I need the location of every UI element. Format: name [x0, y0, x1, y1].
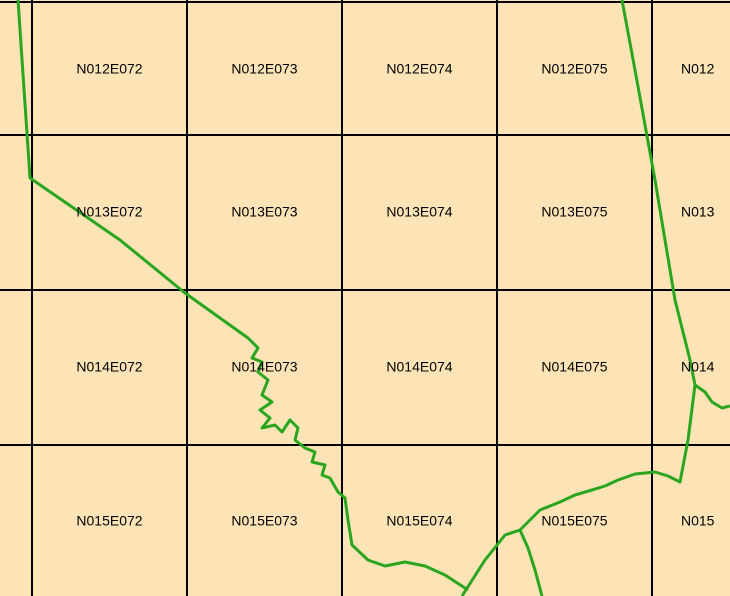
tile-label: N014E072: [76, 359, 142, 375]
tile-label: N015E072: [76, 513, 142, 529]
tile-label: N012E074: [386, 61, 452, 77]
tile-label: N014E073: [231, 359, 297, 375]
tile-label: N014: [681, 359, 715, 375]
tile-label: N014E074: [386, 359, 452, 375]
tile-label: N013E074: [386, 204, 452, 220]
boundary-line: [694, 383, 730, 410]
tile-label: N015E074: [386, 513, 452, 529]
tile-label: N012E075: [541, 61, 607, 77]
tile-label: N015: [681, 513, 715, 529]
tile-label: N012: [681, 61, 715, 77]
boundary-line: [16, 0, 469, 592]
tile-label: N012E073: [231, 61, 297, 77]
tile-labels: N012E072 N012E073 N012E074 N012E075 N012 N013…: [76, 61, 714, 529]
boundaries: [16, 0, 730, 596]
tile-label: N012E072: [76, 61, 142, 77]
tile-label: N014E075: [541, 359, 607, 375]
tile-label: N013E073: [231, 204, 297, 220]
tile-label: N015E073: [231, 513, 297, 529]
boundary-line: [518, 0, 697, 532]
tile-label: N013: [681, 204, 715, 220]
tile-label: N013E072: [76, 204, 142, 220]
tile-label: N015E075: [541, 513, 607, 529]
tile-label: N013E075: [541, 204, 607, 220]
